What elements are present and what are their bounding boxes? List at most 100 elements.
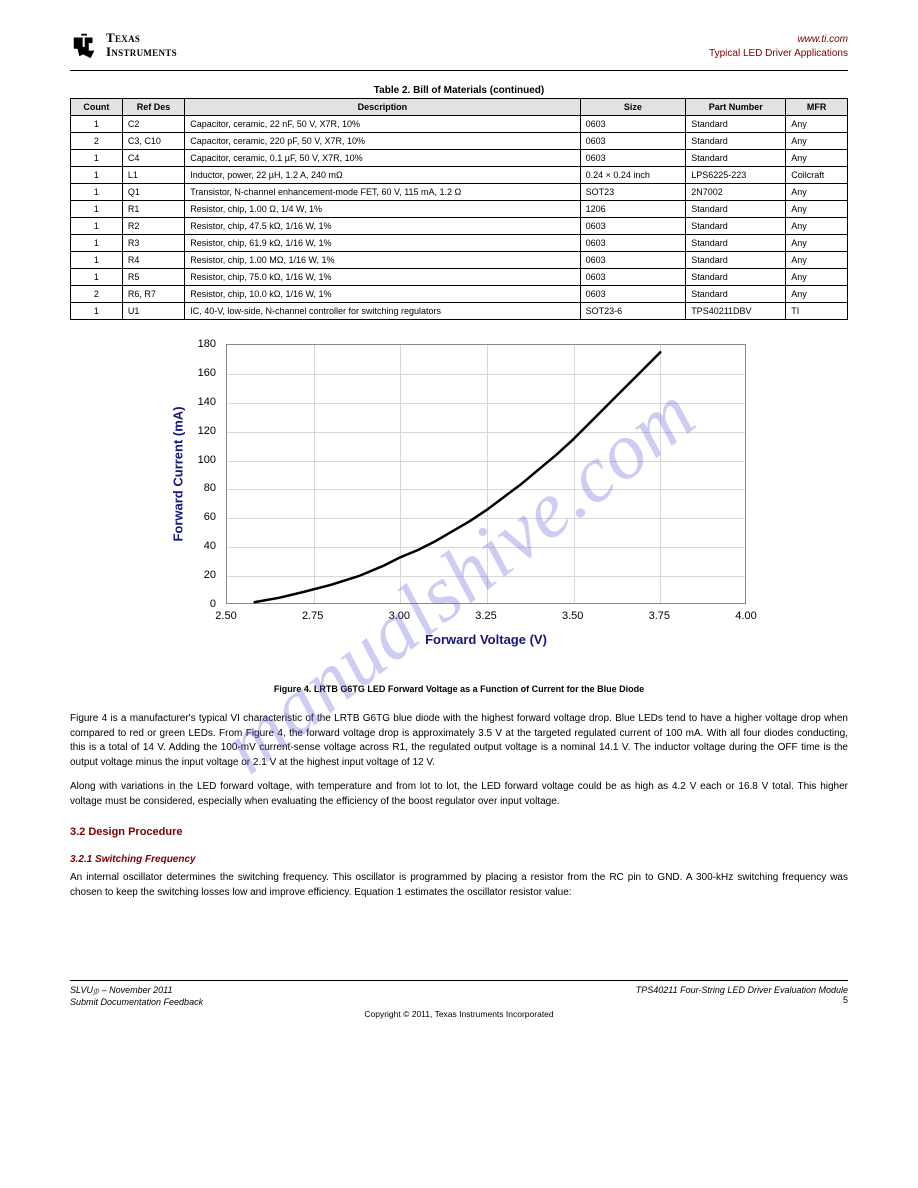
table-row: 1C4Capacitor, ceramic, 0.1 µF, 50 V, X7R… — [71, 150, 848, 167]
brand-line1: Texas — [106, 31, 177, 45]
table-title: Table 2. Bill of Materials (continued) — [70, 85, 848, 96]
header-right: www.ti.com Typical LED Driver Applicatio… — [709, 33, 848, 60]
table-cell: Any — [786, 201, 848, 218]
table-cell: Q1 — [122, 184, 184, 201]
table-cell: Standard — [686, 116, 786, 133]
table-header-row: Count Ref Des Description Size Part Numb… — [71, 99, 848, 116]
x-tick-label: 2.50 — [215, 610, 236, 622]
table-row: 1U1IC, 40-V, low-side, N-channel control… — [71, 303, 848, 320]
table-cell: 1 — [71, 184, 123, 201]
x-tick-label: 3.75 — [649, 610, 670, 622]
ti-logo-icon — [70, 30, 100, 60]
table-cell: Any — [786, 286, 848, 303]
table-cell: Coilcraft — [786, 167, 848, 184]
table-cell: 1 — [71, 116, 123, 133]
footer-right: TPS40211 Four-String LED Driver Evaluati… — [636, 985, 848, 1007]
subsection-heading: 3.2.1 Switching Frequency — [70, 853, 848, 868]
table-row: 1R3Resistor, chip, 61.9 kΩ, 1/16 W, 1%06… — [71, 235, 848, 252]
table-cell: Standard — [686, 269, 786, 286]
table-cell: 0.24 × 0.24 inch — [580, 167, 686, 184]
table-cell: Any — [786, 150, 848, 167]
table-row: 1R2Resistor, chip, 47.5 kΩ, 1/16 W, 1%06… — [71, 218, 848, 235]
chart-block: 2.502.753.003.253.503.754.00020406080100… — [154, 334, 764, 694]
chart-caption: Figure 4. LRTB G6TG LED Forward Voltage … — [154, 684, 764, 694]
table-cell: TI — [786, 303, 848, 320]
footer-feedback[interactable]: Submit Documentation Feedback — [70, 997, 203, 1007]
table-cell: Standard — [686, 201, 786, 218]
table-cell: Any — [786, 269, 848, 286]
table-cell: 0603 — [580, 269, 686, 286]
table-cell: Any — [786, 235, 848, 252]
table-cell: 1 — [71, 218, 123, 235]
table-row: 2R6, R7Resistor, chip, 10.0 kΩ, 1/16 W, … — [71, 286, 848, 303]
footer-left: SLVUற – November 2011 Submit Documentati… — [70, 985, 203, 1007]
paragraph-2: Along with variations in the LED forward… — [70, 780, 848, 809]
brand-text: Texas Instruments — [106, 31, 177, 60]
brand-logo: Texas Instruments — [70, 30, 177, 60]
table-row: 2C3, C10Capacitor, ceramic, 220 pF, 50 V… — [71, 133, 848, 150]
table-cell: Standard — [686, 218, 786, 235]
table-cell: C3, C10 — [122, 133, 184, 150]
table-cell: 0603 — [580, 218, 686, 235]
table-cell: Capacitor, ceramic, 220 pF, 50 V, X7R, 1… — [185, 133, 580, 150]
table-cell: Resistor, chip, 61.9 kΩ, 1/16 W, 1% — [185, 235, 580, 252]
table-cell: 0603 — [580, 252, 686, 269]
table-cell: R2 — [122, 218, 184, 235]
x-tick-label: 3.50 — [562, 610, 583, 622]
table-cell: 2 — [71, 286, 123, 303]
table-cell: TPS40211DBV — [686, 303, 786, 320]
table-cell: 2 — [71, 133, 123, 150]
table-cell: R6, R7 — [122, 286, 184, 303]
header-rule — [70, 70, 848, 71]
table-cell: Standard — [686, 133, 786, 150]
table-cell: R5 — [122, 269, 184, 286]
brand-line2: Instruments — [106, 45, 177, 59]
table-row: 1Q1Transistor, N-channel enhancement-mod… — [71, 184, 848, 201]
bom-table-wrap: Table 2. Bill of Materials (continued) C… — [70, 85, 848, 320]
table-cell: Resistor, chip, 1.00 MΩ, 1/16 W, 1% — [185, 252, 580, 269]
footer-copyright: Copyright © 2011, Texas Instruments Inco… — [70, 1009, 848, 1019]
table-cell: 0603 — [580, 286, 686, 303]
x-axis-title: Forward Voltage (V) — [425, 632, 547, 647]
y-axis-title: Forward Current (mA) — [171, 406, 186, 541]
table-cell: C4 — [122, 150, 184, 167]
table-cell: 1206 — [580, 201, 686, 218]
table-cell: 0603 — [580, 133, 686, 150]
x-tick-label: 4.00 — [735, 610, 756, 622]
table-row: 1C2Capacitor, ceramic, 22 nF, 50 V, X7R,… — [71, 116, 848, 133]
x-tick-label: 3.25 — [475, 610, 496, 622]
body-text: Figure 4 is a manufacturer's typical VI … — [70, 712, 848, 900]
table-cell: Any — [786, 116, 848, 133]
table-cell: 0603 — [580, 116, 686, 133]
col-desc: Description — [185, 99, 580, 116]
col-size: Size — [580, 99, 686, 116]
table-cell: 1 — [71, 303, 123, 320]
table-cell: Resistor, chip, 1.00 Ω, 1/4 W, 1% — [185, 201, 580, 218]
paragraph-3: An internal oscillator determines the sw… — [70, 871, 848, 900]
table-cell: L1 — [122, 167, 184, 184]
header-link[interactable]: www.ti.com — [709, 33, 848, 47]
table-cell: Standard — [686, 252, 786, 269]
table-cell: 1 — [71, 167, 123, 184]
table-row: 1R4Resistor, chip, 1.00 MΩ, 1/16 W, 1%06… — [71, 252, 848, 269]
x-tick-label: 2.75 — [302, 610, 323, 622]
footer-doc-id: SLVUற – November 2011 — [70, 985, 203, 997]
footer: SLVUற – November 2011 Submit Documentati… — [70, 980, 848, 1007]
footer-page: 5 — [636, 995, 848, 1005]
table-cell: 0603 — [580, 235, 686, 252]
header: Texas Instruments www.ti.com Typical LED… — [70, 30, 848, 60]
table-cell: LPS6225-223 — [686, 167, 786, 184]
table-cell: R3 — [122, 235, 184, 252]
table-cell: Any — [786, 184, 848, 201]
table-cell: Resistor, chip, 10.0 kΩ, 1/16 W, 1% — [185, 286, 580, 303]
header-title: Typical LED Driver Applications — [709, 47, 848, 61]
table-cell: SOT23 — [580, 184, 686, 201]
table-cell: 1 — [71, 235, 123, 252]
table-cell: Any — [786, 133, 848, 150]
table-cell: Inductor, power, 22 µH, 1.2 A, 240 mΩ — [185, 167, 580, 184]
table-row: 1L1Inductor, power, 22 µH, 1.2 A, 240 mΩ… — [71, 167, 848, 184]
paragraph-1: Figure 4 is a manufacturer's typical VI … — [70, 712, 848, 770]
table-row: 1R1Resistor, chip, 1.00 Ω, 1/4 W, 1%1206… — [71, 201, 848, 218]
table-cell: R1 — [122, 201, 184, 218]
table-cell: Resistor, chip, 75.0 kΩ, 1/16 W, 1% — [185, 269, 580, 286]
